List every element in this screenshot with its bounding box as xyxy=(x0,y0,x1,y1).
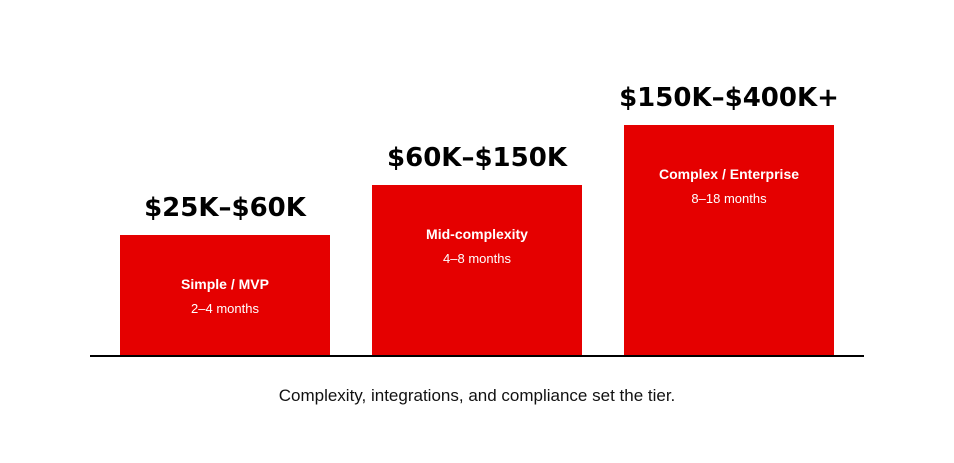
bar: Simple / MVP 2–4 months xyxy=(120,235,330,355)
bar-tier-duration: 4–8 months xyxy=(443,251,511,266)
bar-tier-name: Simple / MVP xyxy=(181,276,269,292)
chart-baseline xyxy=(90,355,864,357)
bar-tier-duration: 2–4 months xyxy=(191,301,259,316)
bar-tier-name: Complex / Enterprise xyxy=(658,166,800,182)
bar-price-label: $25K–$60K xyxy=(144,193,306,223)
chart-caption: Complexity, integrations, and compliance… xyxy=(278,386,676,405)
bar-price-label: $150K–$400K+ xyxy=(619,83,839,113)
bar-price-label: $60K–$150K xyxy=(387,143,567,173)
bar: Complex / Enterprise 8–18 months xyxy=(624,125,834,355)
bar-tier-duration: 8–18 months xyxy=(691,191,767,206)
bar-tier-name: Mid-complexity xyxy=(426,226,528,242)
bar: Mid-complexity 4–8 months xyxy=(372,185,582,355)
